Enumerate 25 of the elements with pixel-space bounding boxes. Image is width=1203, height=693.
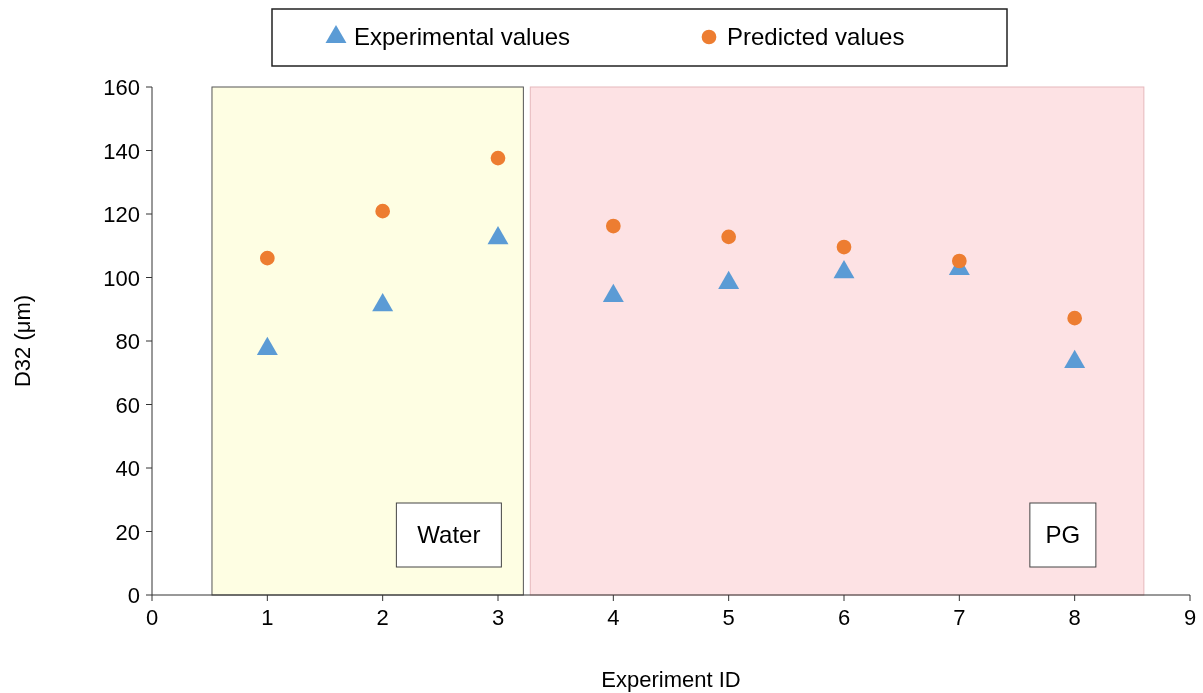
- x-tick-label: 1: [261, 605, 274, 630]
- y-tick-label: 120: [103, 202, 140, 227]
- x-tick-label: 6: [837, 605, 851, 630]
- y-tick-label: 20: [115, 519, 140, 545]
- legend-label: Predicted values: [727, 23, 905, 50]
- x-tick-label: 4: [607, 605, 620, 630]
- x-tick-label: 3: [491, 605, 505, 630]
- y-axis-title: D32 (μm): [10, 294, 35, 388]
- x-axis-title: Experiment ID: [601, 667, 741, 692]
- band-label: Water: [417, 521, 481, 548]
- y-tick-label: 0: [127, 583, 140, 608]
- y-tick-label: 160: [103, 75, 140, 100]
- band-label: PG: [1045, 521, 1081, 548]
- x-tick-label: 2: [376, 605, 389, 630]
- y-tick-label: 40: [115, 456, 140, 481]
- y-tick-label: 100: [103, 265, 140, 291]
- x-tick-label: 7: [953, 605, 966, 630]
- legend-label: Experimental values: [354, 23, 571, 50]
- x-tick-label: 5: [722, 605, 735, 630]
- x-tick-label: 0: [145, 605, 159, 630]
- y-tick-label: 60: [115, 392, 140, 418]
- y-tick-label: 80: [115, 329, 140, 354]
- y-tick-label: 140: [103, 138, 140, 164]
- x-tick-label: 8: [1068, 605, 1081, 630]
- x-tick-label: 9: [1183, 605, 1197, 630]
